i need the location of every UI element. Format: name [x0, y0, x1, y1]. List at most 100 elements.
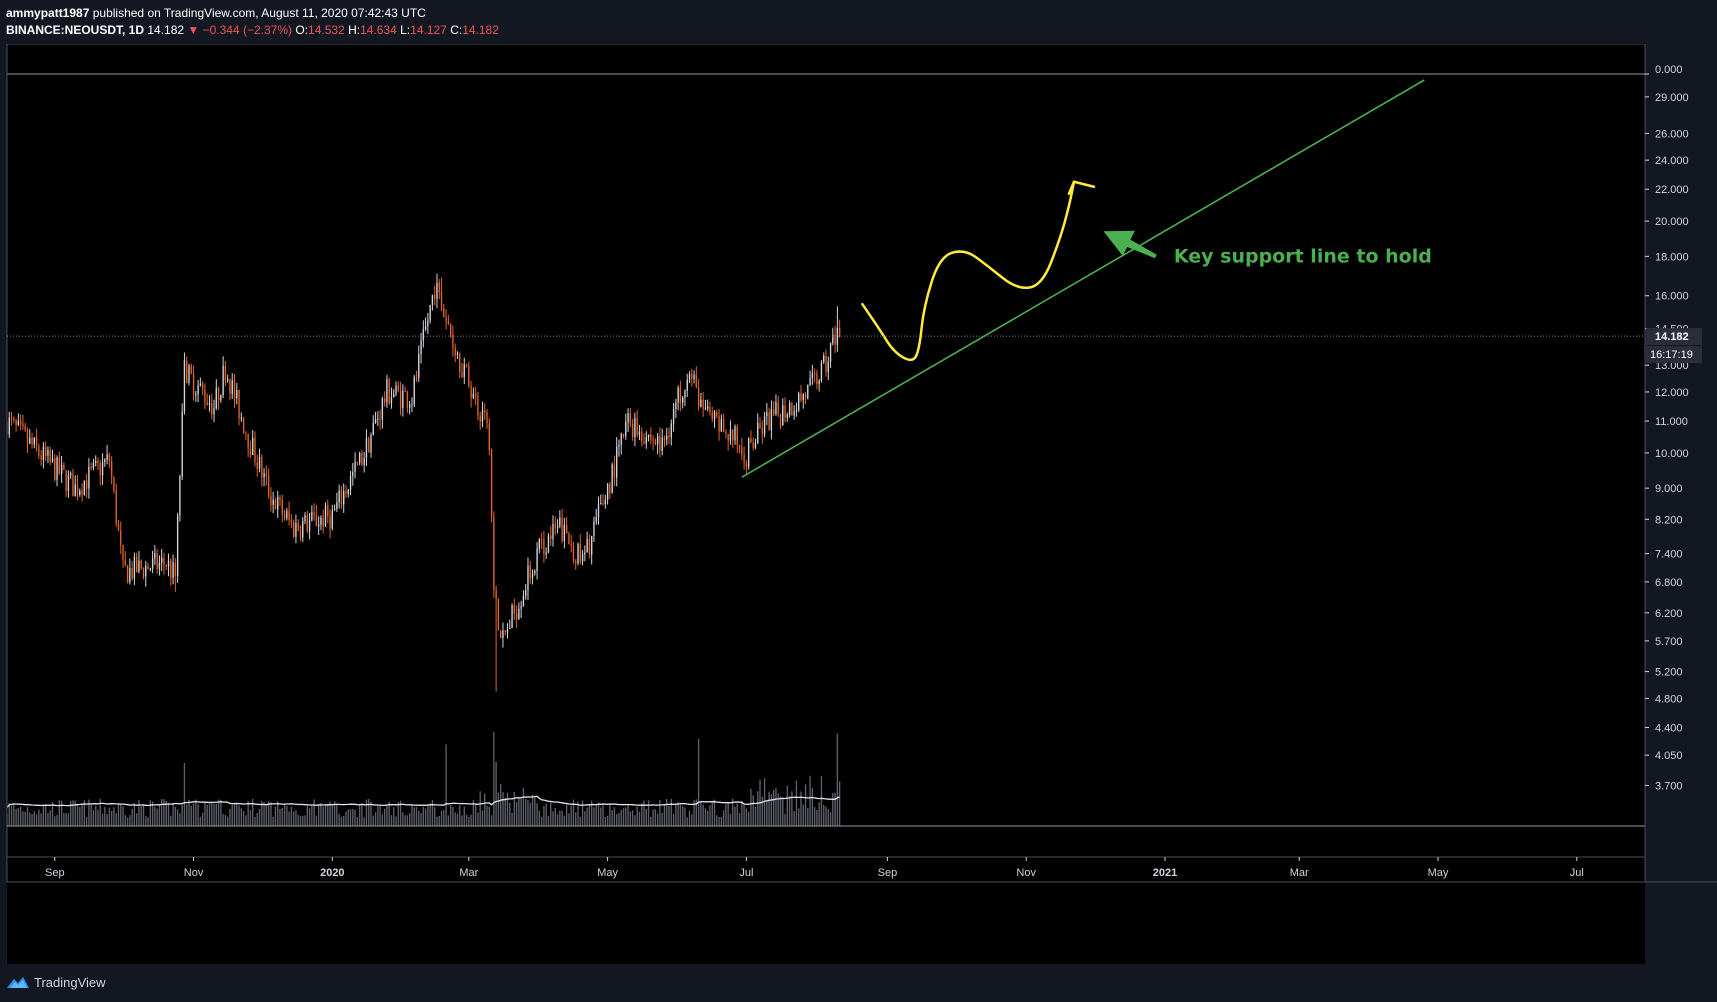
candle-body: [445, 317, 447, 322]
candle-body: [579, 543, 581, 562]
price-tick-label: 0.000: [1655, 64, 1683, 76]
candle-body: [208, 403, 211, 405]
candle-body: [288, 510, 290, 520]
candle-body: [536, 548, 538, 572]
price-chart[interactable]: Key support line to hold 0.000 29.000 26.0…: [0, 44, 1717, 964]
candle-body: [83, 480, 86, 495]
volume-bar: [356, 817, 359, 826]
volume-bar: [666, 799, 668, 826]
candle-body: [754, 442, 757, 448]
volume-bar: [727, 802, 729, 826]
projection-arrowhead: [1067, 180, 1096, 195]
volume-bar: [832, 792, 834, 826]
candle-body: [256, 462, 258, 470]
volume-bar: [397, 801, 399, 826]
volume-bar: [374, 812, 377, 826]
volume-bar: [736, 803, 738, 826]
volume-bar: [704, 808, 707, 826]
volume-bar: [22, 811, 24, 826]
candle-body: [220, 395, 222, 401]
volume-bar: [499, 784, 502, 826]
candle-body: [590, 535, 593, 555]
volume-bar: [254, 816, 256, 826]
candle-body: [570, 544, 572, 547]
volume-bar: [381, 814, 384, 826]
volume-bar: [461, 815, 463, 826]
volume-bar: [201, 812, 204, 826]
volume-bar: [81, 804, 83, 826]
volume-bar: [540, 816, 543, 826]
candle-body: [277, 496, 279, 510]
candle-body: [563, 524, 566, 541]
candle-body: [258, 456, 261, 470]
candle-body: [825, 355, 827, 372]
candle-body: [17, 421, 20, 425]
candle-body: [206, 402, 208, 405]
symbol-name[interactable]: BINANCE:NEOUSDT, 1D: [6, 23, 145, 37]
volume-bar: [761, 796, 763, 826]
author-name[interactable]: ammypatt1987: [6, 6, 90, 20]
volume-bar: [522, 787, 525, 826]
volume-bar: [88, 799, 90, 826]
time-tick-label: Sep: [45, 867, 65, 879]
tradingview-logo-icon[interactable]: [6, 974, 30, 990]
candle-body: [224, 365, 227, 381]
volume-bar: [511, 812, 513, 826]
volume-bar: [732, 798, 734, 826]
candle-body: [559, 517, 561, 527]
candle-body: [54, 458, 56, 480]
candle-body: [261, 456, 263, 478]
volume-bar: [757, 791, 759, 826]
candle-body: [76, 484, 79, 495]
candle-body: [654, 440, 657, 445]
volume-bar: [688, 810, 691, 826]
candle-body: [820, 362, 823, 381]
candle-body: [274, 499, 277, 510]
candle-body: [818, 380, 820, 385]
candle-body: [479, 415, 481, 422]
candle-body: [732, 429, 734, 441]
close-value: 14.182: [462, 23, 499, 37]
volume-bar: [31, 813, 33, 826]
candle-body: [786, 414, 789, 418]
volume-bar: [811, 787, 814, 826]
volume-bar: [572, 799, 575, 826]
volume-bar: [195, 799, 197, 826]
volume-bar: [779, 796, 782, 826]
candle-body: [85, 480, 88, 489]
brand-label[interactable]: TradingView: [34, 975, 106, 990]
volume-layer: [6, 731, 841, 826]
volume-bar: [611, 810, 613, 826]
volume-bar: [352, 808, 354, 826]
volume-bar: [786, 785, 789, 826]
volume-bar: [716, 815, 718, 826]
candle-body: [188, 365, 190, 384]
candle-body: [556, 526, 559, 528]
volume-bar: [99, 798, 101, 826]
volume-bar: [29, 812, 31, 826]
candle-body: [686, 379, 688, 391]
candle-body: [766, 411, 768, 417]
candle-body: [725, 432, 727, 434]
candle-body: [670, 423, 672, 438]
candle-body: [497, 599, 500, 631]
volume-bar: [299, 815, 302, 826]
volume-bar: [404, 815, 406, 826]
volume-bar: [672, 813, 675, 826]
volume-bar: [49, 810, 51, 826]
symbol-line: BINANCE:NEOUSDT, 1D 14.182 ▼ −0.344 (−2.…: [6, 23, 499, 37]
volume-bar: [390, 815, 393, 826]
candle-body: [172, 562, 174, 578]
candle-body: [718, 416, 720, 432]
volume-bar: [58, 800, 61, 826]
volume-bar: [775, 787, 777, 826]
volume-bar: [741, 800, 743, 826]
candle-body: [358, 452, 361, 463]
volume-bar: [823, 804, 825, 826]
volume-bar: [263, 802, 265, 826]
candle-body: [313, 512, 315, 515]
candle-body: [395, 385, 397, 395]
candle-body: [154, 553, 156, 559]
candle-body: [286, 510, 288, 518]
drawings-layer: Key support line to hold: [741, 79, 1432, 478]
